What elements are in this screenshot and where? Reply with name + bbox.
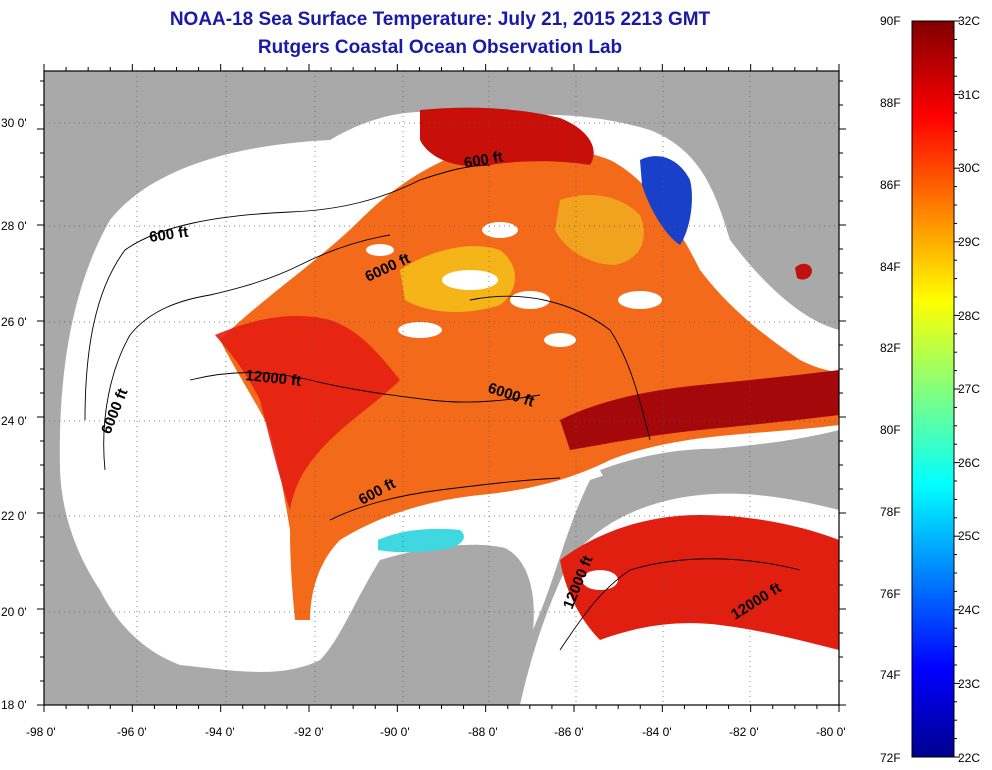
sst-cyan-patch-yucatan-shelf <box>378 528 464 553</box>
contour-label-600ft-northwest: 600 ft <box>148 224 189 246</box>
colorbar-gradient <box>911 20 955 758</box>
sst-red-core-north <box>420 107 594 167</box>
sst-yellow-patch-florida-shelf <box>555 195 644 265</box>
lon-label-88: -88 0' <box>468 725 498 739</box>
lat-label-26: 26 0' <box>1 315 27 329</box>
sst-red-core-east <box>560 370 839 450</box>
cbar-c-28: 28C <box>958 309 980 323</box>
bathymetry-contours <box>84 164 801 651</box>
cbar-f-74: 74F <box>880 668 901 682</box>
lon-label-92: -92 0' <box>294 725 324 739</box>
cbar-c-30: 30C <box>958 161 980 175</box>
map-title: NOAA-18 Sea Surface Temperature: July 21… <box>169 9 711 30</box>
axis-ticks <box>37 64 846 712</box>
cbar-f-72: 72F <box>880 751 901 765</box>
cuba-land <box>600 448 830 500</box>
lon-label-82: -82 0' <box>729 725 759 739</box>
cbar-c-22: 22C <box>958 751 980 765</box>
contour-6000ft-west <box>103 234 391 471</box>
cbar-f-76: 76F <box>880 587 901 601</box>
lon-label-94: -94 0' <box>205 725 235 739</box>
cbar-c-31: 31C <box>958 88 980 102</box>
lon-label-86: -86 0' <box>554 725 584 739</box>
contour-label-12000ft-central: 12000 ft <box>245 367 302 390</box>
map-subtitle: Rutgers Coastal Ocean Observation Lab <box>257 37 623 58</box>
cbar-c-23: 23C <box>958 677 980 691</box>
lat-label-20: 20 0' <box>1 605 27 619</box>
longitude-labels: -98 0' -96 0' -94 0' -92 0' -90 0' -88 0… <box>26 725 846 739</box>
lon-label-90: -90 0' <box>380 725 410 739</box>
colorbar: 90F 88F 86F 84F 82F 80F 78F 76F 74F 72F … <box>880 14 980 765</box>
cbar-c-32: 32C <box>958 14 980 28</box>
cbar-c-24: 24C <box>958 603 980 617</box>
cbar-f-80: 80F <box>880 423 901 437</box>
lon-label-96: -96 0' <box>117 725 147 739</box>
lat-label-28: 28 0' <box>1 219 27 233</box>
cbar-f-84: 84F <box>880 260 901 274</box>
contour-6000ft-east <box>469 295 651 441</box>
cbar-c-29: 29C <box>958 235 980 249</box>
sst-red-core-west <box>215 315 400 510</box>
sst-red-core-caribbean <box>560 515 839 650</box>
contour-12000ft-caribbean <box>559 558 801 651</box>
lat-label-22: 22 0' <box>1 509 27 523</box>
lat-label-24: 24 0' <box>1 414 27 428</box>
colorbar-ticks <box>954 20 960 758</box>
lon-label-98: -98 0' <box>26 725 56 739</box>
lat-label-18: 18 0' <box>1 698 27 712</box>
contour-600ft-yucatan <box>329 477 561 521</box>
contour-12000ft <box>189 372 541 403</box>
cbar-f-82: 82F <box>880 341 901 355</box>
sst-blue-patch-bigbend <box>640 156 692 245</box>
cbar-f-90: 90F <box>880 14 901 28</box>
contour-label-600ft-north: 600 ft <box>463 148 505 172</box>
map-area <box>44 71 839 705</box>
latitude-labels: 30 0' 28 0' 26 0' 24 0' 22 0' 20 0' 18 0… <box>1 116 27 712</box>
cbar-c-26: 26C <box>958 456 980 470</box>
lon-label-84: -84 0' <box>642 725 672 739</box>
sst-red-patch-peninsula-east <box>795 263 812 280</box>
lon-label-80: -80 0' <box>816 725 846 739</box>
contour-600ft <box>84 164 491 421</box>
cbar-c-27: 27C <box>958 382 980 396</box>
cbar-f-88: 88F <box>880 96 901 110</box>
lat-label-30: 30 0' <box>1 116 27 130</box>
graticule <box>44 71 839 705</box>
cbar-f-86: 86F <box>880 178 901 192</box>
cbar-f-78: 78F <box>880 505 901 519</box>
cbar-c-25: 25C <box>958 529 980 543</box>
yucatan-land <box>380 544 534 705</box>
sst-orange-field <box>220 144 839 620</box>
